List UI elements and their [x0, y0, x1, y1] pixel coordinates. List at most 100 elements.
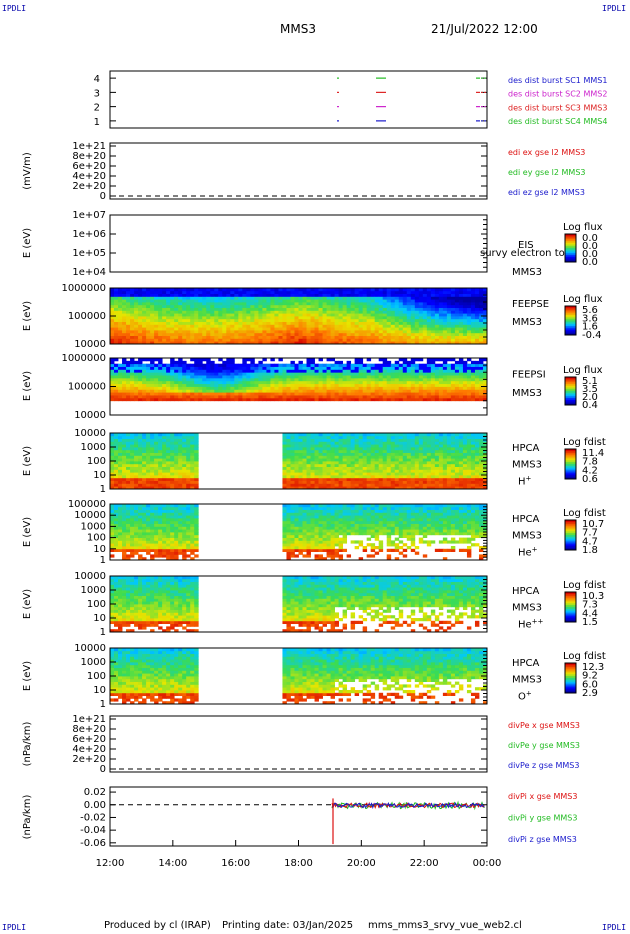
feepsi-panel-pixel — [394, 372, 400, 376]
feepsi-panel-pixel — [126, 372, 131, 376]
feepsi-panel-pixel — [322, 363, 327, 367]
feepsi-panel-pixel — [298, 395, 303, 399]
feepse-panel-pixel — [158, 327, 163, 331]
feepsi-panel-pixel — [314, 375, 319, 379]
hpca-h-panel-pixel — [194, 435, 199, 439]
feepse-panel-pixel — [226, 293, 231, 297]
feepsi-panel-pixel — [394, 369, 400, 373]
hpca-h-panel-pixel — [138, 433, 143, 437]
feepse-panel-pixel — [154, 299, 159, 303]
hpca-h-panel-pixel — [194, 458, 199, 462]
feepse-panel-pixel — [346, 324, 352, 328]
feepse-panel-pixel — [190, 324, 195, 328]
hpca-he-panel-pixel — [126, 548, 131, 552]
feepse-panel-pixel — [270, 313, 275, 317]
hpca-he-panel-pixel — [122, 548, 127, 552]
hpca-h-panel-pixel — [438, 438, 444, 442]
feepse-panel-pixel — [250, 341, 255, 345]
feepse-panel-pixel — [266, 310, 271, 314]
feepsi-panel-pixel — [438, 383, 444, 387]
feepse-panel-pixel — [422, 321, 428, 325]
hpca-h-panel-pixel — [478, 469, 484, 473]
feepsi-panel-pixel — [198, 397, 203, 402]
feepse-panel-pixel — [382, 288, 388, 292]
feepsi-panel-pixel — [422, 392, 428, 396]
feepse-panel-pixel — [254, 327, 259, 331]
feepsi-panel-pixel — [366, 366, 372, 370]
feepse-panel-pixel — [166, 318, 171, 322]
hpca-h-panel-pixel — [418, 447, 424, 451]
feepse-panel-pixel — [366, 293, 372, 297]
feepse-panel-pixel — [198, 310, 203, 314]
hpca-h-panel-pixel — [370, 483, 376, 487]
hpca-h-panel-pixel — [310, 472, 315, 476]
feepsi-panel-pixel — [238, 397, 243, 402]
feepsi-panel-pixel — [378, 395, 384, 399]
feepse-panel-pixel — [354, 293, 360, 297]
hpca-h-panel-pixel — [358, 433, 364, 437]
feepsi-panel-pixel — [462, 386, 468, 390]
hpca-h-panel-pixel — [118, 466, 123, 470]
hpca-h-panel-pixel — [374, 477, 380, 481]
hpca-he-panel-pixel — [114, 526, 119, 530]
feepsi-panel-pixel — [310, 395, 315, 399]
hpca-h-panel-pixel — [462, 452, 468, 456]
hpca-h-panel-pixel — [150, 461, 155, 465]
feepse-panel-pixel — [450, 324, 456, 328]
feepsi-panel-pixel — [278, 383, 283, 387]
hpca-h-panel-pixel — [282, 444, 287, 448]
feepse-panel-pixel — [402, 332, 408, 336]
feepse-panel-pixel — [422, 307, 428, 311]
feepse-panel-pixel — [450, 299, 456, 303]
hpca-h-panel-pixel — [158, 472, 163, 476]
feepsi-panel-pixel — [286, 375, 291, 379]
feepse-panel-pixel — [210, 332, 215, 336]
feepse-panel-pixel — [158, 296, 163, 300]
feepsi-panel-pixel — [114, 366, 119, 370]
hpca-h-panel-pixel — [142, 435, 147, 439]
feepsi-panel-pixel — [430, 363, 436, 367]
feepsi-panel-pixel — [126, 380, 131, 385]
feepse-panel-pixel — [382, 321, 388, 325]
hpca-h-panel-pixel — [170, 486, 175, 490]
feepsi-panel-pixel — [422, 372, 428, 376]
hpca-h-panel-pixel — [282, 472, 287, 476]
feepse-panel-pixel — [318, 341, 323, 345]
feepsi-panel-pixel — [222, 380, 227, 385]
hpca-h-panel-pixel — [402, 458, 408, 462]
hpca-h-panel-pixel — [470, 444, 476, 448]
feepsi-panel-pixel — [326, 395, 331, 399]
hpca-h-panel-pixel — [154, 455, 159, 459]
hpca-h-panel-pixel — [190, 433, 195, 437]
feepsi-panel-pixel — [218, 366, 223, 370]
hpca-h-panel-pixel — [390, 472, 396, 476]
feepsi-panel-pixel — [158, 372, 163, 376]
corner-label-top-left: IPDLI — [2, 4, 27, 13]
feepsi-panel-pixel — [454, 366, 460, 370]
feepsi-panel-pixel — [230, 380, 235, 385]
feepsi-panel-pixel — [410, 366, 416, 370]
hpca-h-panel-pixel — [126, 435, 131, 439]
hpca-h-panel-pixel — [138, 463, 143, 467]
feepsi-panel-pixel — [154, 380, 159, 385]
hpca-h-panel-pixel — [118, 486, 123, 490]
hpca-h-panel-pixel — [282, 480, 287, 484]
feepse-panel-pixel — [306, 330, 311, 334]
hpca-h-panel-pixel — [286, 472, 291, 476]
hpca-h-panel-pixel — [482, 477, 488, 481]
feepsi-panel-pixel — [354, 358, 360, 362]
feepse-panel-pixel — [474, 310, 480, 314]
feepsi-panel-pixel — [282, 366, 287, 370]
feepse-panel-pixel — [206, 293, 211, 297]
hpca-h-panel-pixel — [318, 461, 323, 465]
feepse-panel-tick-label-0: 10000 — [74, 339, 106, 350]
feepse-panel-ylabel: E (eV) — [22, 301, 33, 331]
hpca-h-panel-pixel — [306, 477, 311, 481]
feepse-panel-pixel — [446, 338, 452, 342]
feepsi-panel-pixel — [422, 397, 428, 402]
feepse-panel-pixel — [422, 341, 428, 345]
hpca-h-panel-pixel — [294, 433, 299, 437]
feepsi-panel-pixel — [114, 380, 119, 385]
feepsi-panel-pixel — [170, 397, 175, 402]
feepse-panel-pixel — [370, 335, 376, 339]
